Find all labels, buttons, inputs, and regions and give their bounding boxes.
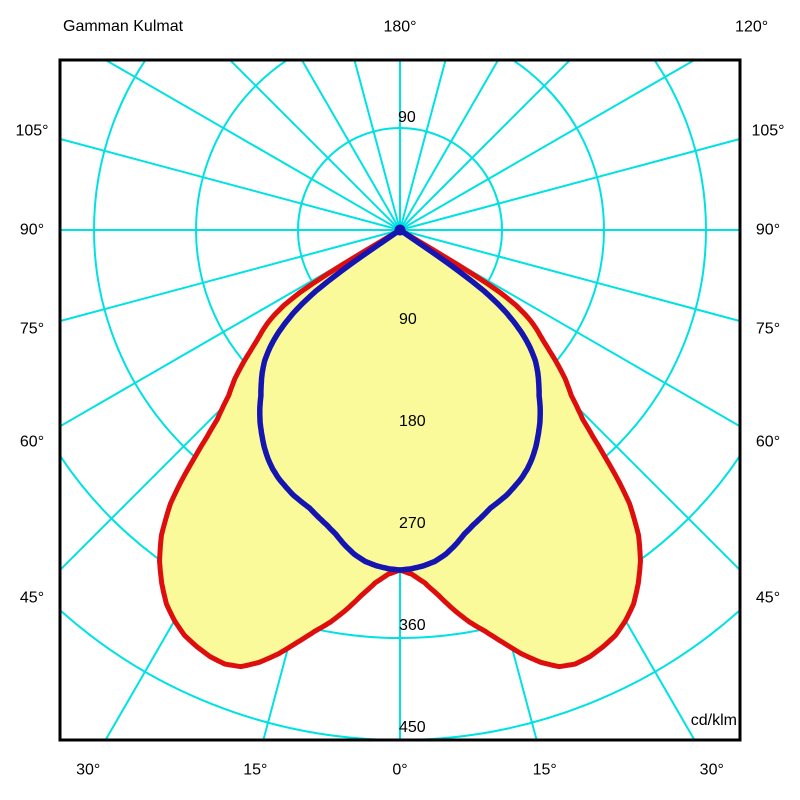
gamma-grid-ray: [61, 229, 401, 322]
gamma-grid-ray: [399, 61, 571, 231]
gamma-label-bottom: 0°: [392, 761, 408, 779]
radial-tick-label: 90: [398, 109, 416, 126]
gamma-label-right: 60°: [755, 433, 781, 451]
blue-intensity-curve: [257, 227, 543, 573]
intensity-curves: [157, 224, 643, 670]
plot-border: [58, 58, 742, 742]
gamma-label-top: 180°: [383, 18, 417, 36]
gamma-label-top: 120°: [735, 18, 769, 36]
gamma-label-bottom: 15°: [243, 761, 268, 779]
gamma-label-right: 45°: [755, 589, 781, 607]
gamma-grid-ray: [399, 138, 739, 231]
gamma-grid-ray: [399, 61, 499, 231]
gamma-label-bottom: 30°: [699, 761, 724, 779]
gamma-grid-ray: [301, 61, 401, 231]
curve-origin-dot: [394, 224, 406, 236]
gamma-grid-ray: [399, 229, 739, 322]
gamma-grid-ray: [353, 61, 401, 231]
gamma-grid-ray: [61, 138, 401, 231]
gamma-label-left: 105°: [15, 122, 49, 140]
gamma-label-left: 45°: [19, 589, 45, 607]
gamma-label-left: 60°: [19, 433, 45, 451]
gamma-grid-ray: [399, 61, 695, 231]
radial-tick-label: 360: [399, 617, 426, 634]
radial-tick-label: 450: [399, 719, 426, 736]
gamma-grid-ray: [399, 61, 447, 231]
gamma-grid-ray: [105, 61, 401, 231]
radial-tick-label: 180: [399, 413, 426, 430]
gamma-label-right: 105°: [751, 122, 785, 140]
gamma-label-right: 75°: [755, 320, 781, 338]
radial-tick-label: 270: [399, 515, 426, 532]
chart-title: Gamman Kulmat: [63, 18, 184, 35]
gamma-grid-ray: [229, 61, 401, 231]
gamma-grid-ray: [399, 229, 739, 427]
radial-tick-label: 90: [399, 311, 417, 328]
gamma-label-left: 90°: [19, 221, 45, 239]
gamma-label-right: 90°: [755, 221, 781, 239]
gamma-label-left: 75°: [19, 320, 45, 338]
gamma-label-bottom: 30°: [76, 761, 101, 779]
unit-label: cd/klm: [690, 712, 737, 729]
gamma-label-bottom: 15°: [532, 761, 557, 779]
gamma-grid-ray: [61, 229, 401, 427]
